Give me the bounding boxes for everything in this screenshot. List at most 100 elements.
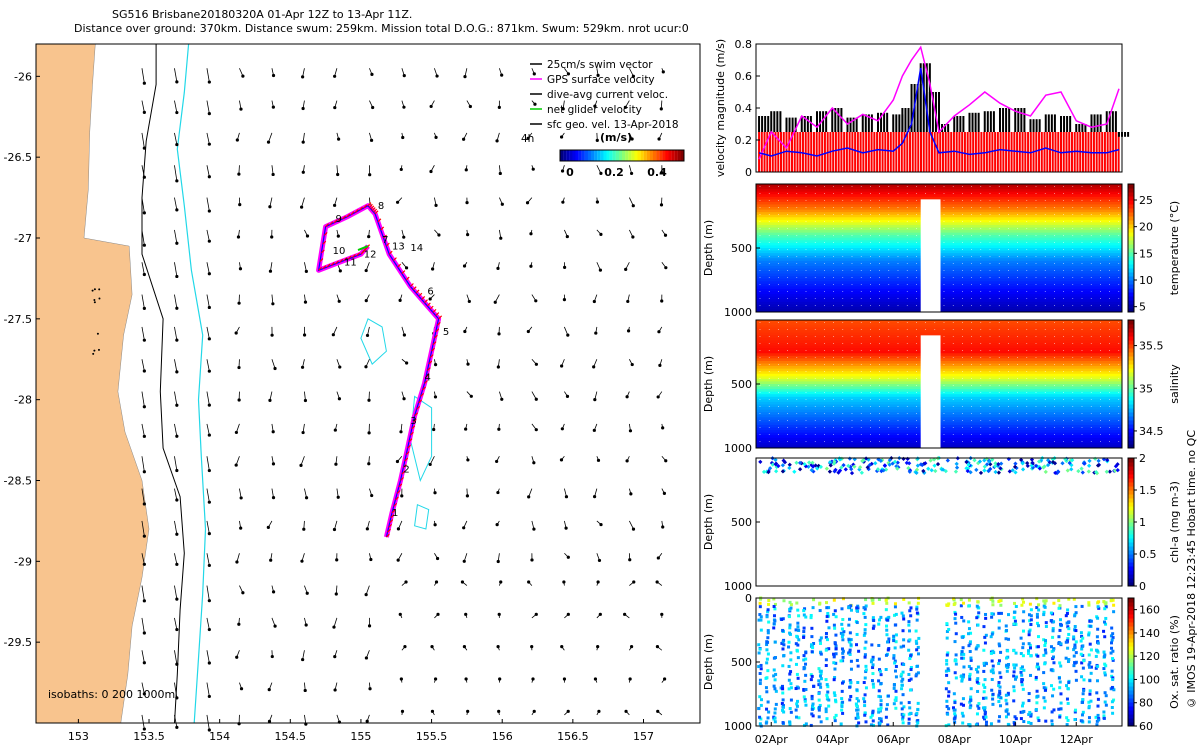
oxygen-point — [1096, 697, 1100, 701]
oxygen-point — [788, 626, 792, 630]
legend-scale-label: 4h — [521, 133, 534, 145]
swim-vector — [407, 444, 411, 449]
chla-point — [774, 469, 779, 474]
oxygen-point — [834, 647, 838, 651]
oxygen-colorbar-cell — [1128, 674, 1134, 679]
oxygen-point — [833, 626, 837, 630]
velocity-arrow-head — [525, 201, 530, 205]
oxygen-colorbar-cell — [1128, 686, 1134, 691]
oxygen-point — [969, 695, 973, 699]
oxygen-point — [796, 699, 800, 703]
oxygen-point — [1111, 636, 1115, 640]
credit-text: © IMOS 19-Apr-2018 12:23:45 Hobart time.… — [1185, 430, 1198, 710]
oxygen-point — [766, 669, 770, 673]
oxygen-point — [773, 619, 777, 623]
oxygen-point — [847, 637, 851, 641]
oxygen-point — [764, 721, 768, 725]
isobath-200 — [141, 44, 185, 724]
oxygen-point — [1096, 713, 1100, 717]
chla-point — [1079, 466, 1084, 471]
oxygen-point — [804, 651, 808, 655]
chla-point — [923, 461, 928, 466]
velocity-arrow-head — [628, 558, 632, 562]
oxygen-point — [857, 649, 861, 653]
oxygen-point — [787, 645, 791, 649]
oxygen-point — [1079, 631, 1083, 635]
oxygen-colorbar-label: Ox. sat. ratio (%) — [1168, 615, 1181, 709]
velocity-arrow-head — [465, 494, 470, 498]
oxygen-point — [765, 648, 769, 652]
oxygen-point — [983, 710, 987, 714]
swim-vector — [367, 202, 372, 207]
oxygen-point — [833, 716, 837, 720]
oxygen-point — [804, 703, 808, 707]
salinity-colorbar-cell — [1128, 424, 1134, 429]
chla-point — [914, 467, 920, 472]
oxygen-point — [892, 639, 896, 643]
oxygen-point — [975, 678, 979, 682]
velocity-arrow-head — [207, 272, 211, 276]
oxygen-point — [976, 623, 980, 627]
oxygen-colorbar-cell — [1128, 670, 1134, 675]
temperature-band — [756, 194, 1122, 198]
oxygen-point — [802, 630, 806, 634]
velocity-arrow-head — [268, 398, 272, 402]
oxygen-point — [840, 697, 844, 701]
oxygen-point — [1111, 678, 1115, 682]
legend-colorbar-cell — [640, 150, 644, 161]
oxygen-point — [1074, 640, 1078, 644]
velocity-arrow — [141, 326, 145, 341]
velocity-arrow-head — [496, 559, 500, 564]
oxygen-point — [841, 711, 845, 715]
day-marker: 4 — [425, 372, 431, 383]
swim-vector — [356, 252, 361, 257]
oxygen-point — [998, 696, 1002, 700]
oxygen-point — [945, 705, 949, 709]
velocity-arrow-head — [460, 580, 465, 584]
velocity-arrow — [141, 391, 145, 407]
oxygen-point — [997, 626, 1001, 630]
temperature-colorbar-cell — [1128, 300, 1134, 305]
oxygen-colorbar-cell — [1128, 610, 1134, 615]
oxygen-point — [900, 672, 904, 676]
velocity-arrow-head — [428, 297, 432, 301]
oxygen-point — [892, 637, 896, 641]
oxygen-point — [1020, 665, 1024, 669]
oxygen-point — [1080, 713, 1084, 717]
oxygen-point — [1042, 653, 1046, 657]
oxygen-point — [818, 609, 822, 613]
oxygen-point — [1019, 652, 1023, 656]
temperature-colorbar-cell — [1128, 192, 1134, 197]
velocity-arrow — [174, 585, 178, 600]
salinity-colorbar-cell — [1128, 396, 1134, 401]
oxygen-point — [818, 703, 822, 707]
oxygen-point — [856, 604, 860, 608]
velocity-arrow-head — [661, 525, 665, 529]
oxygen-colorbar-tick-label: 120 — [1139, 650, 1160, 663]
oxygen-colorbar-cell — [1128, 634, 1134, 639]
oxygen-point — [819, 672, 823, 676]
velocity-arrow-head — [305, 591, 309, 595]
oxygen-point — [809, 673, 813, 677]
oxygen-point — [1036, 662, 1040, 666]
oxygen-point — [999, 704, 1003, 708]
velocity-arrow-head — [338, 365, 342, 369]
velocity-arrow-head — [271, 496, 276, 500]
temperature-colorbar-cell — [1128, 292, 1134, 297]
oxygen-point — [1022, 668, 1026, 672]
velocity-arrow-head — [526, 329, 530, 334]
oxygen-point — [886, 723, 890, 727]
oxygen-point — [969, 687, 973, 691]
swim-vector — [401, 470, 406, 475]
swim-vector — [354, 209, 359, 213]
velocity-arrow — [141, 617, 145, 634]
oxygen-point — [848, 617, 852, 621]
oxygen-point — [1080, 647, 1084, 651]
oxygen-point — [796, 676, 800, 680]
chla-colorbar-cell — [1128, 514, 1134, 519]
oxygen-point — [871, 711, 875, 715]
chla-point — [915, 456, 920, 461]
oxygen-point — [757, 651, 761, 655]
oxygen-point — [1074, 708, 1078, 712]
chla-colorbar-cell — [1128, 498, 1134, 503]
